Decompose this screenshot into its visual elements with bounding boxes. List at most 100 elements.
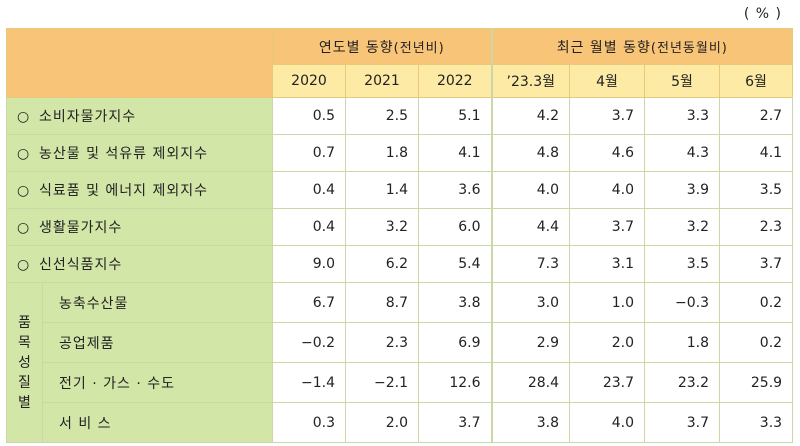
cell: 4.0 <box>569 402 646 443</box>
cell: 0.2 <box>719 322 794 363</box>
cell: 3.5 <box>644 245 721 283</box>
cell: 1.8 <box>345 134 419 172</box>
row-label: 서 비 스 <box>42 402 273 443</box>
side-char: 목 <box>18 334 31 351</box>
table-row: ○ 소비자물가지수 0.5 2.5 5.1 4.2 3.7 3.3 2.7 <box>6 97 794 135</box>
cell: 3.2 <box>345 208 419 246</box>
cell: 23.7 <box>569 362 646 403</box>
table-row: 품 목 성 질 별 농축수산물 6.7 8.7 3.8 3.0 1.0 −0.3… <box>6 282 794 443</box>
cell: 1.0 <box>569 282 646 323</box>
cell: 2.3 <box>345 322 419 363</box>
row-label-text: 신선식품지수 <box>39 257 123 273</box>
cell: 0.2 <box>719 282 794 323</box>
cell: 3.2 <box>644 208 721 246</box>
unit-label: ( % ) <box>743 6 782 22</box>
cell: 8.7 <box>345 282 419 323</box>
cell: 3.3 <box>719 402 794 443</box>
side-char: 질 <box>18 374 31 391</box>
cpi-table: 연도별 동향(전년비) 최근 월별 동향(전년동월비) 2020 2021 20… <box>6 28 794 443</box>
cell: 12.6 <box>417 362 493 403</box>
cell: 6.7 <box>272 282 346 323</box>
row-label: ○ 신선식품지수 <box>6 245 273 283</box>
cell: 3.7 <box>569 208 646 246</box>
header-yearly: 연도별 동향(전년비) <box>271 28 493 65</box>
row-label-text: 농산물 및 석유류 제외지수 <box>39 146 209 162</box>
cell: 0.4 <box>272 208 346 246</box>
table-row: ○ 식료품 및 에너지 제외지수 0.4 1.4 3.6 4.0 4.0 3.9 … <box>6 171 794 209</box>
cell: 0.3 <box>272 402 346 443</box>
header-corner <box>6 28 273 98</box>
table-row: ○ 신선식품지수 9.0 6.2 5.4 7.3 3.1 3.5 3.7 <box>6 245 794 283</box>
header-monthly-paren: (전년동월비) <box>650 40 728 56</box>
side-char: 별 <box>18 394 31 411</box>
cell: 9.0 <box>272 245 346 283</box>
cell: 3.8 <box>417 282 493 323</box>
col-header: ’23.3월 <box>490 64 571 98</box>
col-header: 2020 <box>272 64 346 98</box>
row-label: 전기 · 가스 · 수도 <box>42 362 273 403</box>
cell: 4.0 <box>569 171 646 209</box>
cell: 0.4 <box>272 171 346 209</box>
cell: 3.8 <box>490 402 571 443</box>
table-row: 서 비 스 0.3 2.0 3.7 3.8 4.0 3.7 3.3 <box>7 402 794 443</box>
cell: 4.4 <box>490 208 571 246</box>
cell: 3.7 <box>644 402 721 443</box>
row-label: ○ 식료품 및 에너지 제외지수 <box>6 171 273 209</box>
cell: 4.2 <box>490 97 571 135</box>
cell: −0.2 <box>272 322 346 363</box>
header-yearly-paren: (전년비) <box>393 40 445 56</box>
cell: 25.9 <box>719 362 794 403</box>
cell: 7.3 <box>490 245 571 283</box>
cell: 2.3 <box>719 208 794 246</box>
cell: 1.4 <box>345 171 419 209</box>
cell: 2.7 <box>719 97 794 135</box>
cell: 1.8 <box>644 322 721 363</box>
header-monthly-title: 최근 월별 동향 <box>556 39 651 56</box>
col-header: 4월 <box>569 64 646 98</box>
cell: 4.3 <box>644 134 721 172</box>
bullet-icon: ○ <box>17 183 31 199</box>
bullet-icon: ○ <box>17 146 31 162</box>
col-header: 5월 <box>644 64 721 98</box>
cell: 2.9 <box>490 322 571 363</box>
col-header: 2022 <box>417 64 493 98</box>
cell: 4.1 <box>417 134 493 172</box>
cell: 4.6 <box>569 134 646 172</box>
cell: 3.6 <box>417 171 493 209</box>
cell: 23.2 <box>644 362 721 403</box>
cell: 3.7 <box>569 97 646 135</box>
cell: 3.3 <box>644 97 721 135</box>
table-row: 공업제품 −0.2 2.3 6.9 2.9 2.0 1.8 0.2 <box>7 322 794 363</box>
row-label: 농축수산물 <box>42 282 273 323</box>
cell: 3.7 <box>719 245 794 283</box>
table-row: ○ 생활물가지수 0.4 3.2 6.0 4.4 3.7 3.2 2.3 <box>6 208 794 246</box>
col-header: 2021 <box>345 64 419 98</box>
side-char: 품 <box>18 314 31 331</box>
cell: −2.1 <box>345 362 419 403</box>
cell: 3.7 <box>417 402 493 443</box>
row-label-text: 생활물가지수 <box>39 220 123 236</box>
cell: 28.4 <box>490 362 571 403</box>
cell: 4.1 <box>719 134 794 172</box>
cell: 4.0 <box>490 171 571 209</box>
row-label-text: 소비자물가지수 <box>39 109 137 125</box>
cell: 3.5 <box>719 171 794 209</box>
cell: 0.5 <box>272 97 346 135</box>
cell: 2.0 <box>569 322 646 363</box>
bullet-icon: ○ <box>17 109 31 125</box>
group-side-label: 품 목 성 질 별 <box>6 282 43 443</box>
cell: 6.0 <box>417 208 493 246</box>
table-row: ○ 농산물 및 석유류 제외지수 0.7 1.8 4.1 4.8 4.6 4.3 … <box>6 134 794 172</box>
cell: −1.4 <box>272 362 346 403</box>
cell: 3.1 <box>569 245 646 283</box>
cell: 6.9 <box>417 322 493 363</box>
cell: 5.1 <box>417 97 493 135</box>
header-monthly: 최근 월별 동향(전년동월비) <box>490 28 794 65</box>
row-label: 공업제품 <box>42 322 273 363</box>
bullet-icon: ○ <box>17 257 31 273</box>
row-label: ○ 생활물가지수 <box>6 208 273 246</box>
cell: 6.2 <box>345 245 419 283</box>
col-header: 6월 <box>719 64 794 98</box>
cell: 3.0 <box>490 282 571 323</box>
table-row: 전기 · 가스 · 수도 −1.4 −2.1 12.6 28.4 23.7 23… <box>7 362 794 403</box>
